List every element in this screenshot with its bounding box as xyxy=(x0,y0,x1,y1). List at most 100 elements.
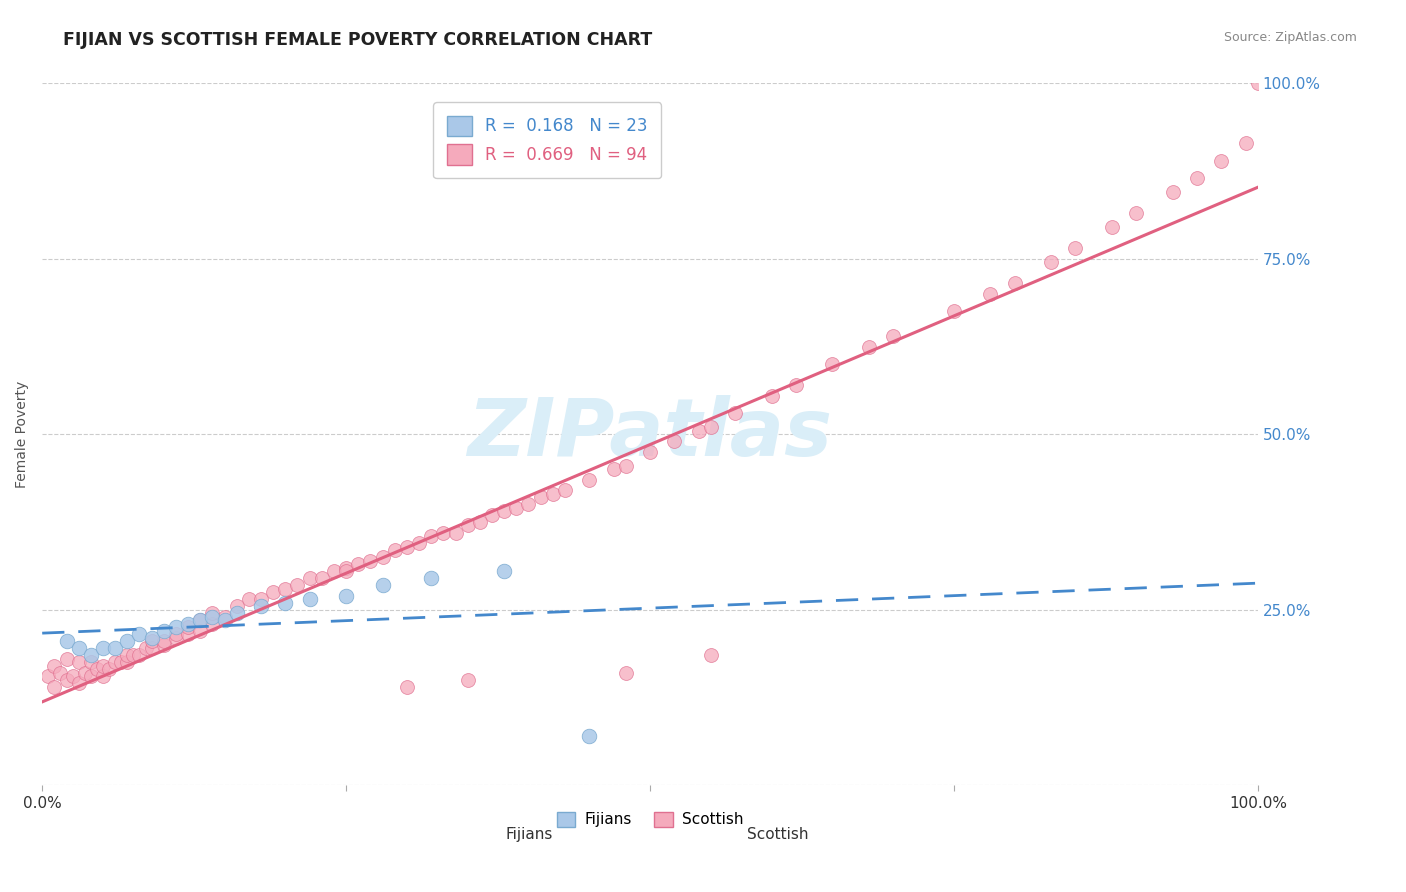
Point xyxy=(80,669,103,683)
Point xyxy=(457,673,479,687)
Point xyxy=(250,592,273,607)
Point xyxy=(165,620,187,634)
Point xyxy=(481,508,503,522)
Point xyxy=(1185,171,1208,186)
Point xyxy=(67,656,90,670)
Point xyxy=(91,658,114,673)
Point xyxy=(152,624,174,638)
Point xyxy=(135,641,157,656)
Point xyxy=(128,648,150,663)
Point xyxy=(177,627,200,641)
Point xyxy=(420,571,443,585)
Point xyxy=(298,592,321,607)
Point xyxy=(225,599,247,614)
Point xyxy=(408,536,430,550)
Point xyxy=(359,553,381,567)
Point xyxy=(979,287,1001,301)
Text: FIJIAN VS SCOTTISH FEMALE POVERTY CORRELATION CHART: FIJIAN VS SCOTTISH FEMALE POVERTY CORREL… xyxy=(63,31,652,49)
Point xyxy=(432,525,454,540)
Point xyxy=(201,609,224,624)
Point xyxy=(578,729,600,743)
Point xyxy=(444,525,467,540)
Point xyxy=(250,599,273,614)
Point xyxy=(700,420,723,434)
Point xyxy=(724,406,747,420)
Text: Source: ZipAtlas.com: Source: ZipAtlas.com xyxy=(1223,31,1357,45)
Point xyxy=(104,656,127,670)
Point xyxy=(468,515,491,529)
Point xyxy=(104,641,127,656)
Text: Scottish: Scottish xyxy=(747,827,808,842)
Point xyxy=(371,550,394,565)
Point xyxy=(371,578,394,592)
Point xyxy=(262,585,284,599)
Point xyxy=(858,340,880,354)
Point xyxy=(942,304,965,318)
Point xyxy=(457,518,479,533)
Point xyxy=(335,564,357,578)
Point xyxy=(238,592,260,607)
Point xyxy=(1211,153,1233,168)
Point xyxy=(311,571,333,585)
Text: Fijians: Fijians xyxy=(505,827,553,842)
Point xyxy=(55,673,77,687)
Point xyxy=(1101,220,1123,235)
Point xyxy=(274,582,297,596)
Point xyxy=(214,609,236,624)
Point xyxy=(384,543,406,558)
Point xyxy=(91,669,114,683)
Point xyxy=(1161,185,1184,199)
Point xyxy=(67,676,90,690)
Point xyxy=(578,473,600,487)
Point xyxy=(141,641,163,656)
Point xyxy=(177,616,200,631)
Point xyxy=(80,656,103,670)
Point xyxy=(122,648,145,663)
Point xyxy=(225,606,247,620)
Point xyxy=(37,669,59,683)
Point xyxy=(664,434,686,449)
Text: ZIPatlas: ZIPatlas xyxy=(468,395,832,474)
Point xyxy=(323,564,346,578)
Point xyxy=(395,540,418,554)
Point xyxy=(152,638,174,652)
Point xyxy=(688,424,710,438)
Point xyxy=(49,665,72,680)
Point xyxy=(1247,77,1270,91)
Point xyxy=(395,680,418,694)
Point xyxy=(117,634,139,648)
Point xyxy=(165,631,187,645)
Point xyxy=(67,641,90,656)
Point xyxy=(55,634,77,648)
Point xyxy=(614,665,637,680)
Point xyxy=(517,498,540,512)
Point xyxy=(141,634,163,648)
Point xyxy=(1004,277,1026,291)
Point xyxy=(505,500,527,515)
Point xyxy=(62,669,84,683)
Point xyxy=(165,627,187,641)
Point xyxy=(287,578,309,592)
Point xyxy=(700,648,723,663)
Point xyxy=(882,329,904,343)
Point xyxy=(188,624,211,638)
Point xyxy=(1234,136,1257,150)
Point xyxy=(785,378,807,392)
Point xyxy=(201,616,224,631)
Point xyxy=(188,613,211,627)
Point xyxy=(494,504,516,518)
Point xyxy=(347,557,370,571)
Point xyxy=(614,458,637,473)
Point xyxy=(298,571,321,585)
Point xyxy=(1040,255,1063,269)
Point xyxy=(420,529,443,543)
Point xyxy=(638,445,661,459)
Point xyxy=(55,652,77,666)
Point xyxy=(117,656,139,670)
Point xyxy=(335,589,357,603)
Point xyxy=(86,662,108,676)
Point xyxy=(530,491,553,505)
Point xyxy=(188,613,211,627)
Point xyxy=(274,596,297,610)
Point xyxy=(602,462,624,476)
